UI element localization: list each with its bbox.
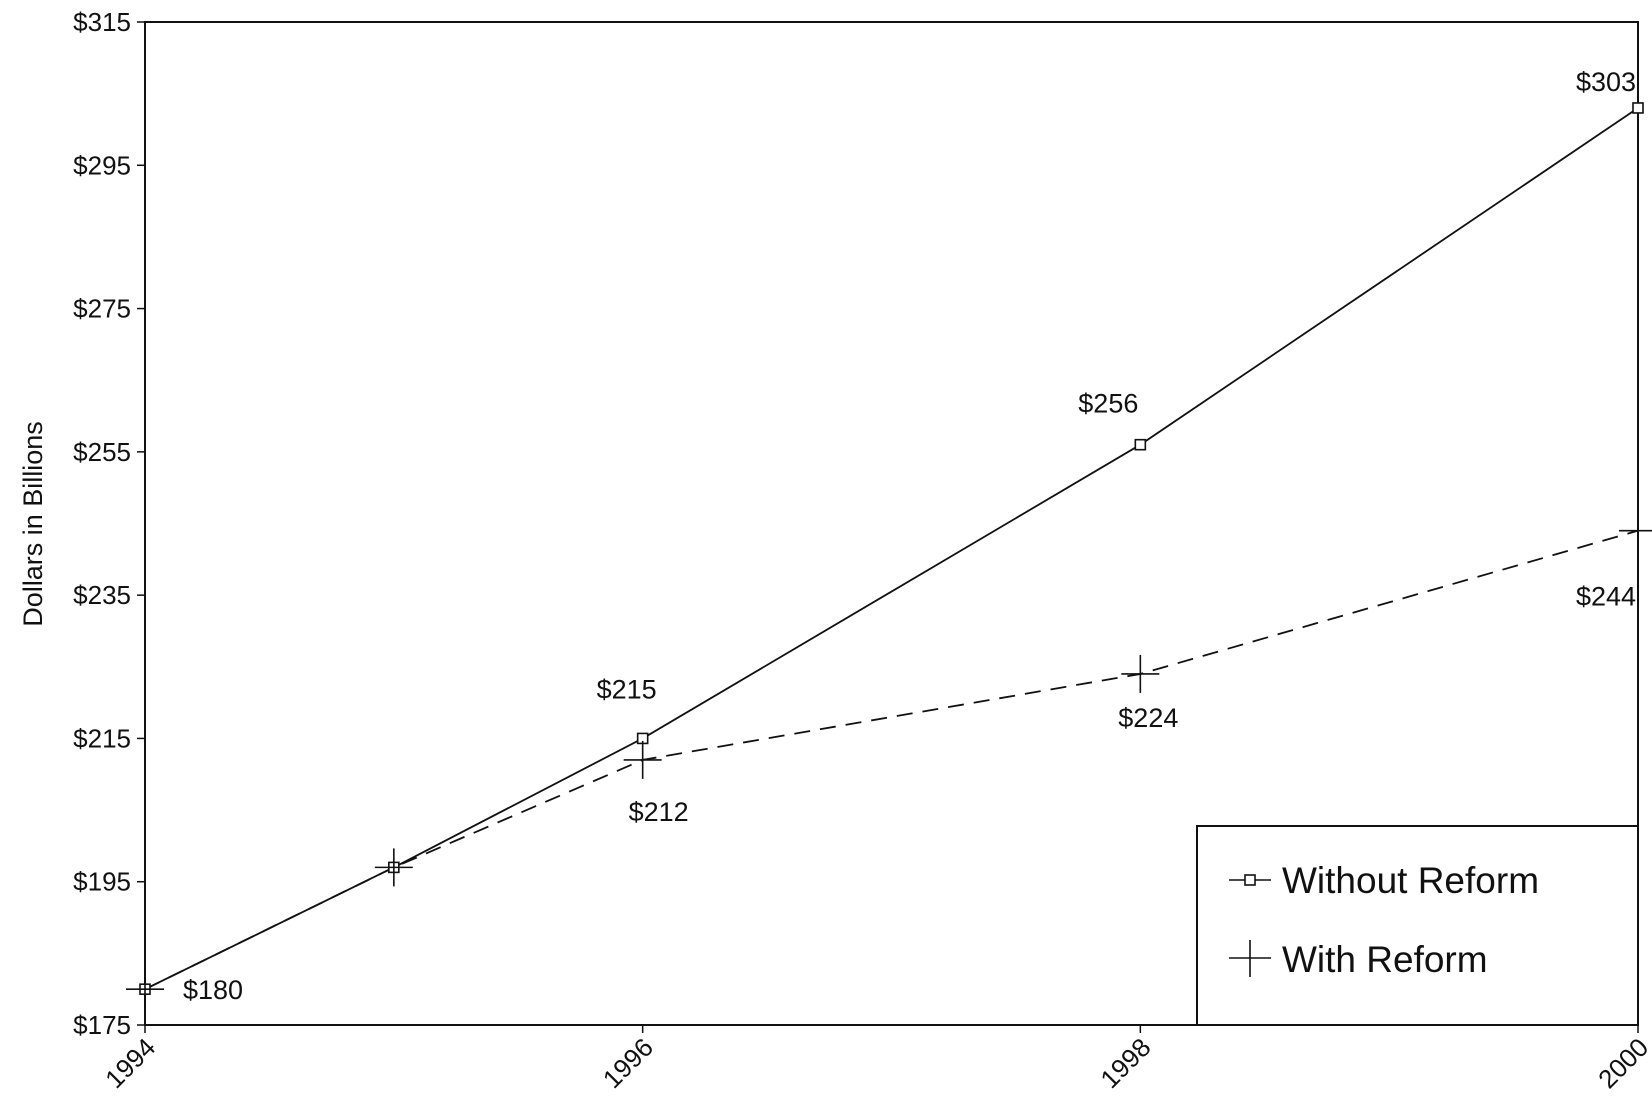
y-tick-label: $295 (73, 150, 131, 180)
legend-label-with-reform: With Reform (1282, 939, 1488, 980)
legend-entry-with-reform: With Reform (1229, 939, 1488, 980)
data-label-without-reform: $180 (183, 975, 243, 1005)
legend-box (1196, 825, 1639, 1026)
data-point-with-reform (126, 970, 164, 1009)
x-tick-label: 1996 (597, 1032, 659, 1094)
y-tick-label: $195 (73, 867, 131, 897)
x-tick-label: 1994 (99, 1032, 161, 1094)
y-tick-label: $255 (73, 437, 131, 467)
legend-square-marker-icon (1244, 874, 1256, 886)
x-tick-label: 1998 (1094, 1032, 1156, 1094)
y-tick-label: $175 (73, 1010, 131, 1040)
data-point-without-reform (1632, 102, 1644, 114)
data-label-with-reform: $244 (1576, 582, 1636, 612)
data-label-without-reform: $303 (1576, 67, 1636, 97)
y-axis-title: Dollars in Billions (18, 421, 48, 627)
y-tick-label: $275 (73, 294, 131, 324)
y-tick-label: $215 (73, 723, 131, 753)
y-axis-ticks: $175 $195 $215 $235 $255 $275 $295 $315 (73, 7, 145, 1040)
data-point-without-reform (1134, 438, 1147, 451)
legend-entry-without-reform: Without Reform (1229, 860, 1539, 901)
y-tick-label: $315 (73, 7, 131, 37)
data-label-without-reform: $215 (597, 674, 657, 704)
x-tick-label: 2000 (1592, 1032, 1652, 1094)
y-tick-label: $235 (73, 580, 131, 610)
data-point-with-reform (623, 740, 662, 779)
data-label-with-reform: $212 (629, 797, 689, 827)
series-markers (126, 102, 1652, 1009)
data-point-with-reform (1619, 511, 1652, 550)
legend: Without Reform With Reform (1196, 825, 1639, 1026)
data-point-with-reform (374, 848, 413, 887)
data-label-without-reform: $256 (1078, 389, 1138, 419)
x-axis-ticks: 1994 1996 1998 2000 (99, 1025, 1652, 1094)
data-labels: $180 $215 $256 $303 $212 $224 $244 (183, 67, 1636, 1005)
data-point-with-reform (1121, 654, 1160, 693)
data-label-with-reform: $224 (1118, 703, 1178, 733)
legend-label-without-reform: Without Reform (1282, 860, 1539, 901)
